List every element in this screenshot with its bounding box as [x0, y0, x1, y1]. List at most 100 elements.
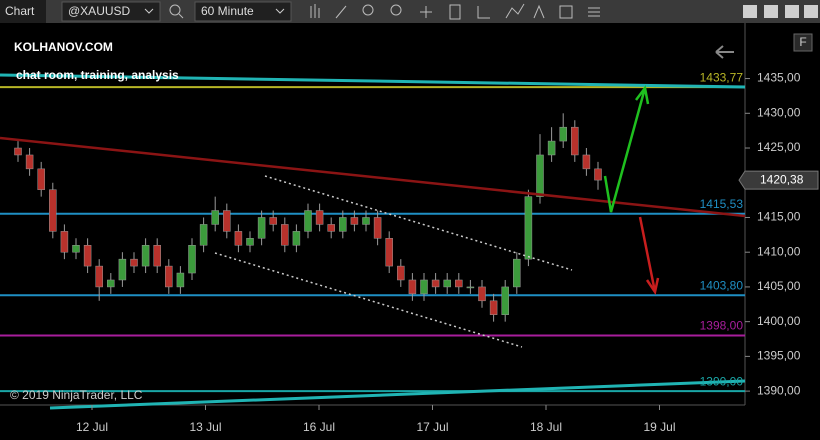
candle-body [408, 279, 417, 295]
trend-line [49, 379, 746, 410]
candle-body [466, 286, 475, 289]
candle-body [420, 279, 428, 295]
window-title: Chart [5, 4, 35, 18]
candle-body [304, 210, 312, 232]
level-label: 1398,00 [700, 319, 744, 333]
candle-body [211, 210, 219, 225]
title-tab [0, 0, 46, 23]
x-tick-label: 12 Jul [76, 420, 108, 434]
y-tick-label: 1435,00 [757, 71, 801, 85]
dropdown-arrow [144, 8, 154, 14]
interval: 60 Minute [201, 4, 254, 18]
candle-body [25, 154, 34, 170]
level-label: 1403,80 [700, 278, 744, 292]
search-icon-handle [178, 13, 184, 19]
candle-body [95, 265, 103, 288]
candle-body [431, 279, 440, 288]
y-tick-label: 1395,00 [757, 349, 801, 363]
channel-line [214, 252, 523, 348]
watermark-tagline: chat room, training, analysis [16, 68, 179, 82]
candle-body [141, 245, 150, 267]
y-tick-label: 1400,00 [757, 314, 801, 328]
candle-body [37, 168, 45, 190]
down-arrow [638, 216, 660, 296]
candle-body [269, 217, 277, 225]
candle-body [397, 265, 405, 281]
candle-body [536, 154, 544, 197]
y-tick-label: 1415,00 [757, 210, 801, 224]
close-button[interactable] [804, 5, 818, 18]
dropdown-arrow [275, 8, 285, 14]
candle-body [350, 217, 359, 225]
search-icon[interactable] [169, 4, 181, 16]
candle-body [547, 140, 556, 156]
candle-body [153, 245, 161, 267]
candle-body [246, 238, 254, 246]
x-tick-label: 17 Jul [416, 420, 448, 434]
candle-body [83, 245, 92, 267]
level-label: 1390,00 [700, 374, 744, 388]
candle-body [513, 258, 521, 288]
candle-body [14, 147, 22, 156]
candle-body [385, 238, 393, 267]
instrument-box[interactable] [61, 1, 161, 22]
level-label: 1433,77 [700, 70, 744, 84]
y-tick-label: 1425,00 [757, 140, 801, 154]
candle-body [571, 126, 579, 156]
toolbar-icons[interactable] [310, 3, 600, 20]
up-arrow [603, 84, 650, 213]
channel-line [264, 175, 573, 271]
candle-body [455, 279, 463, 288]
minimize-button[interactable] [743, 5, 757, 18]
interval-box[interactable] [194, 1, 292, 22]
candle-body [107, 279, 115, 288]
candle-body [118, 258, 127, 281]
candle-body [60, 231, 69, 253]
candle-body [234, 231, 243, 246]
trend-line [0, 136, 746, 218]
x-tick-label: 16 Jul [303, 420, 335, 434]
candle-body [199, 224, 208, 246]
x-tick-label: 18 Jul [530, 420, 562, 434]
trend-line [0, 73, 746, 89]
instrument: @XAUUSD [68, 4, 131, 18]
candle-body [478, 286, 486, 302]
candle-body [315, 210, 324, 225]
panel-button[interactable] [793, 33, 813, 52]
x-tick-label: 19 Jul [643, 420, 675, 434]
y-tick-label: 1430,00 [757, 105, 801, 119]
candle-body [292, 231, 301, 246]
candle-body [362, 217, 370, 225]
candle-body [281, 224, 289, 246]
y-tick-label: 1390,00 [757, 383, 801, 397]
last-price-badge [738, 170, 819, 190]
y-tick-label: 1405,00 [757, 279, 801, 293]
candle-body [165, 265, 173, 288]
candle-body [339, 217, 347, 232]
candle-body [373, 217, 382, 239]
y-tick-label: 1410,00 [757, 244, 801, 258]
x-tick-label: 13 Jul [189, 420, 221, 434]
candle-body [327, 224, 335, 232]
candle-body [582, 154, 591, 170]
restore-button[interactable] [785, 5, 799, 18]
maximize-button[interactable] [764, 5, 778, 18]
candle-body [72, 245, 80, 253]
watermark-site: KOLHANOV.COM [14, 40, 113, 54]
candle-body [594, 168, 602, 181]
last-price-label: 1420,38 [760, 172, 804, 186]
candle-body [49, 189, 57, 232]
panel-button-label: F [799, 35, 806, 49]
candle-body [501, 286, 509, 315]
copyright: © 2019 NinjaTrader, LLC [10, 388, 143, 402]
candle-body [443, 279, 451, 288]
candle-body [188, 245, 196, 274]
candle-body [223, 210, 231, 232]
candle-body [130, 258, 138, 267]
candle-body [559, 126, 567, 142]
back-arrow[interactable] [715, 45, 734, 59]
candle-body [489, 300, 498, 315]
candle-body [257, 217, 266, 239]
candle-body [524, 196, 533, 260]
